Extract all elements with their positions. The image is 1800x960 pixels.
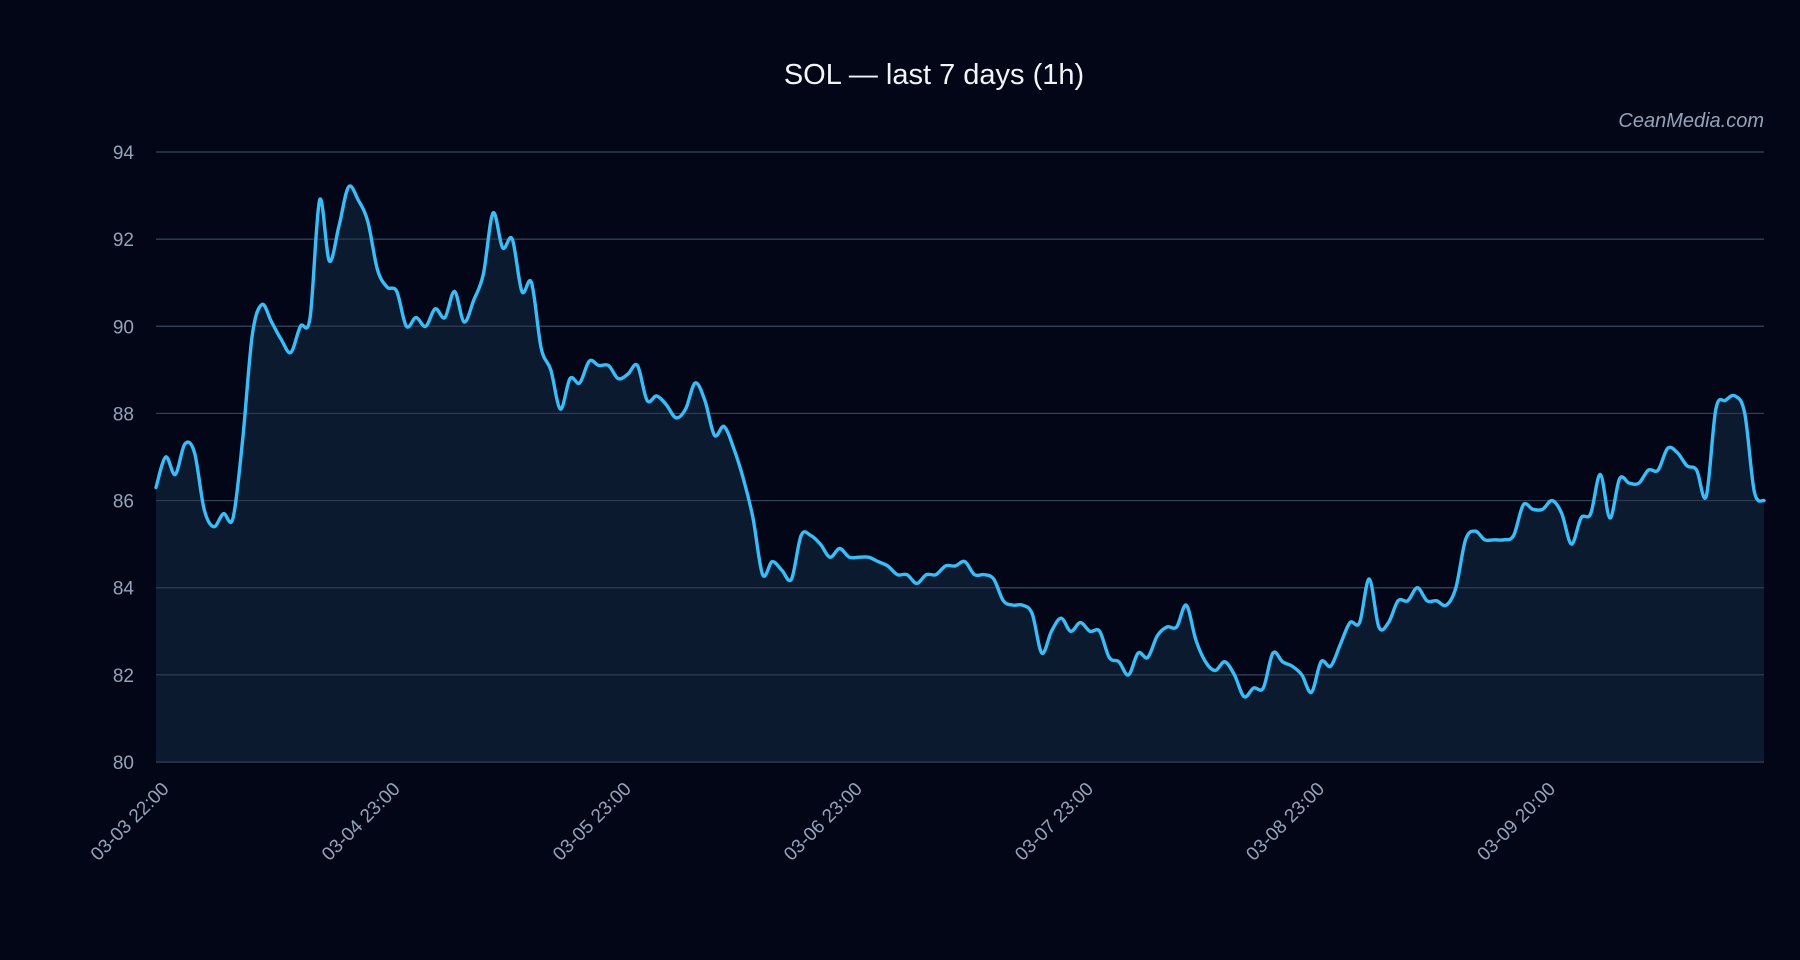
series-layer	[154, 151, 1766, 763]
y-tick-label: 94	[113, 143, 135, 164]
y-tick-label: 82	[113, 666, 134, 687]
y-tick-label: 80	[113, 753, 134, 774]
y-axis-tick-labels: 80 82 84 86 88 90 92 94	[113, 143, 135, 774]
chart-title: SOL — last 7 days (1h)	[784, 59, 1084, 91]
y-tick-label: 84	[113, 579, 135, 600]
y-tick-label: 90	[113, 317, 134, 338]
y-tick-label: 92	[113, 230, 134, 251]
series-line	[154, 184, 1766, 699]
watermark: CeanMedia.com	[1618, 110, 1764, 132]
y-tick-label: 86	[113, 492, 134, 513]
y-tick-label: 88	[113, 404, 134, 425]
